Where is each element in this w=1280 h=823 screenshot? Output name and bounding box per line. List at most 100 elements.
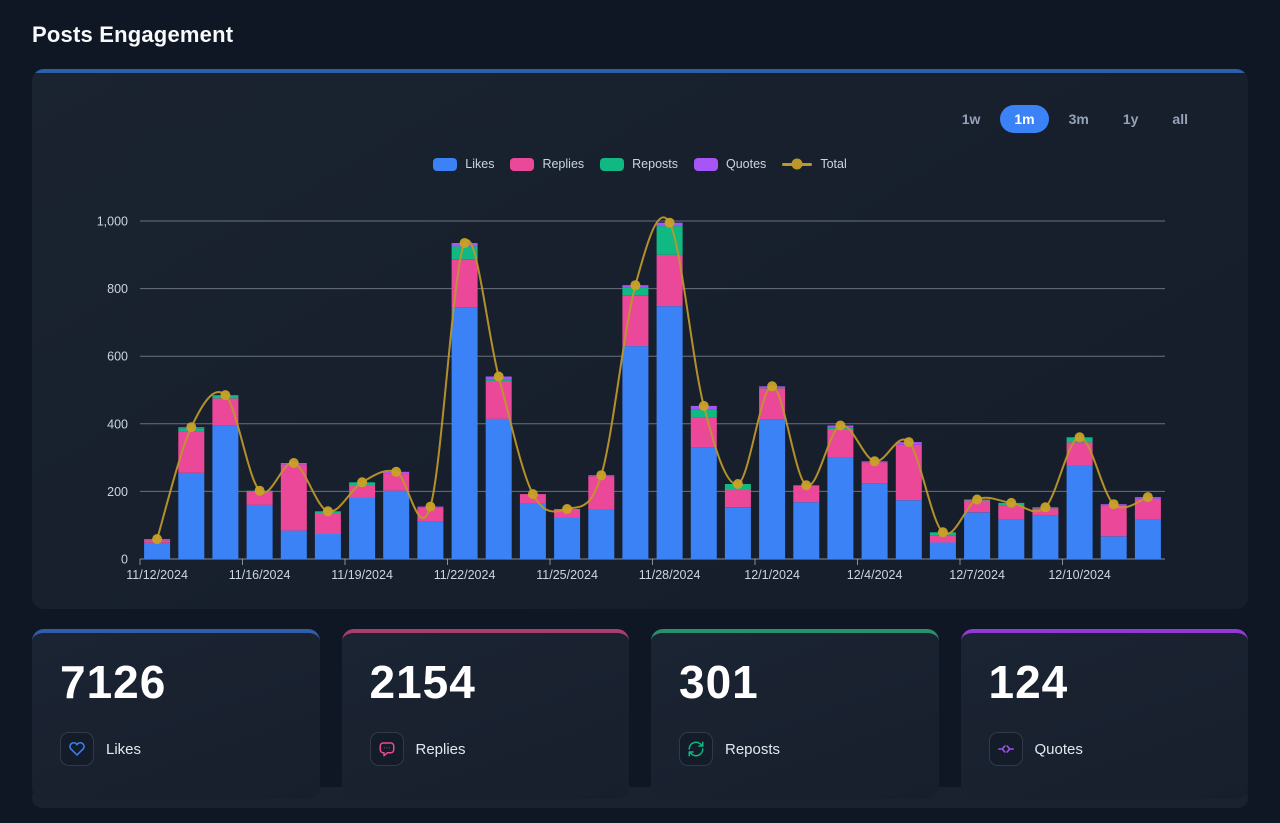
bar-segment-replies[interactable] (998, 505, 1025, 520)
bar-segment-reposts[interactable] (451, 246, 478, 260)
bar-segment-likes[interactable] (314, 534, 341, 559)
bar-segment-replies[interactable] (588, 476, 615, 509)
total-point[interactable] (1074, 432, 1085, 443)
bar-segment-likes[interactable] (212, 425, 239, 560)
total-point[interactable] (630, 280, 641, 291)
total-point[interactable] (1006, 497, 1017, 508)
total-point[interactable] (1142, 492, 1153, 503)
bar-segment-likes[interactable] (998, 519, 1025, 559)
bar-segment-replies[interactable] (690, 417, 717, 448)
total-point[interactable] (801, 480, 812, 491)
total-point[interactable] (869, 456, 880, 467)
total-point[interactable] (972, 494, 983, 505)
total-point[interactable] (357, 477, 368, 488)
bar-segment-likes[interactable] (280, 530, 307, 559)
bar-segment-replies[interactable] (1066, 442, 1093, 465)
total-point[interactable] (767, 381, 778, 392)
bar-segment-likes[interactable] (793, 502, 820, 559)
bar-segment-likes[interactable] (144, 542, 171, 559)
bar-segment-likes[interactable] (759, 419, 786, 559)
legend-item-reposts[interactable]: Reposts (600, 157, 678, 171)
bar-segment-replies[interactable] (383, 473, 410, 491)
total-point[interactable] (732, 479, 743, 489)
bar-segment-replies[interactable] (314, 513, 341, 534)
quote-icon (988, 732, 1023, 766)
bar-segment-likes[interactable] (1032, 515, 1059, 559)
legend-item-quotes[interactable]: Quotes (694, 157, 766, 171)
range-button-1w[interactable]: 1w (948, 105, 995, 133)
bar-segment-reposts[interactable] (690, 409, 717, 418)
bar-segment-likes[interactable] (1134, 519, 1161, 559)
total-point[interactable] (596, 470, 607, 481)
bar-segment-replies[interactable] (724, 490, 751, 508)
bar-segment-likes[interactable] (519, 503, 546, 559)
bar-segment-likes[interactable] (1066, 465, 1093, 559)
total-point[interactable] (425, 501, 436, 512)
bar-segment-reposts[interactable] (656, 226, 683, 255)
bar-segment-likes[interactable] (895, 500, 922, 559)
bar-segment-likes[interactable] (554, 517, 581, 559)
bar-segment-likes[interactable] (861, 483, 888, 559)
total-point[interactable] (698, 400, 709, 411)
bar-segment-replies[interactable] (793, 486, 820, 503)
total-point[interactable] (1040, 502, 1051, 513)
total-point[interactable] (152, 534, 163, 545)
total-point[interactable] (186, 422, 197, 433)
total-point[interactable] (903, 437, 914, 448)
legend-item-likes[interactable]: Likes (433, 157, 494, 171)
range-button-all[interactable]: all (1158, 105, 1202, 133)
bar-segment-likes[interactable] (964, 512, 991, 559)
bar-segment-likes[interactable] (349, 497, 376, 560)
bar-segment-likes[interactable] (383, 490, 410, 559)
bar-segment-likes[interactable] (929, 542, 956, 559)
total-point[interactable] (1108, 499, 1119, 510)
bar-segment-likes[interactable] (588, 509, 615, 559)
bar-segment-likes[interactable] (690, 447, 717, 560)
total-point[interactable] (220, 390, 231, 401)
bar-segment-likes[interactable] (178, 472, 205, 559)
bar-segment-likes[interactable] (417, 521, 444, 559)
total-point[interactable] (493, 371, 504, 382)
bar-segment-likes[interactable] (622, 346, 649, 559)
bar-segment-replies[interactable] (929, 535, 956, 543)
bar-segment-likes[interactable] (827, 457, 854, 559)
bar-segment-likes[interactable] (1100, 536, 1127, 559)
bar-segment-replies[interactable] (895, 444, 922, 501)
bar-segment-likes[interactable] (485, 418, 512, 559)
total-point[interactable] (288, 458, 299, 468)
range-button-1y[interactable]: 1y (1109, 105, 1153, 133)
bar-segment-replies[interactable] (964, 500, 991, 513)
x-axis-label: 11/22/2024 (434, 568, 496, 582)
total-point[interactable] (562, 504, 573, 514)
bar-segment-likes[interactable] (246, 504, 273, 559)
range-button-1m[interactable]: 1m (1000, 105, 1049, 133)
bar-segment-replies[interactable] (827, 428, 854, 458)
bar-segment-replies[interactable] (246, 491, 273, 505)
bar-segment-likes[interactable] (656, 306, 683, 559)
replies-swatch-icon (510, 157, 535, 171)
bar-segment-likes[interactable] (724, 507, 751, 559)
total-point[interactable] (254, 485, 265, 496)
total-point[interactable] (664, 217, 675, 228)
legend-item-replies[interactable]: Replies (510, 157, 584, 171)
bar-segment-reposts[interactable] (622, 287, 649, 296)
bar-segment-replies[interactable] (1100, 505, 1127, 537)
bar-segment-replies[interactable] (622, 295, 649, 347)
bar-segment-likes[interactable] (451, 307, 478, 559)
bar-segment-replies[interactable] (861, 462, 888, 484)
total-point[interactable] (835, 420, 846, 431)
range-button-3m[interactable]: 3m (1055, 105, 1103, 133)
total-point[interactable] (322, 506, 333, 517)
bar-segment-replies[interactable] (1134, 498, 1161, 520)
legend-item-total[interactable]: Total (782, 157, 847, 171)
card-value: 2154 (369, 656, 476, 708)
bar-segment-replies[interactable] (656, 254, 683, 307)
total-point[interactable] (391, 466, 402, 477)
summary-card-reposts: 301 Reposts (651, 629, 939, 799)
total-point[interactable] (527, 489, 538, 500)
total-point[interactable] (459, 238, 470, 248)
bar-segment-replies[interactable] (280, 464, 307, 531)
total-point[interactable] (937, 527, 948, 538)
time-range-group: 1w 1m 3m 1y all (948, 105, 1202, 133)
